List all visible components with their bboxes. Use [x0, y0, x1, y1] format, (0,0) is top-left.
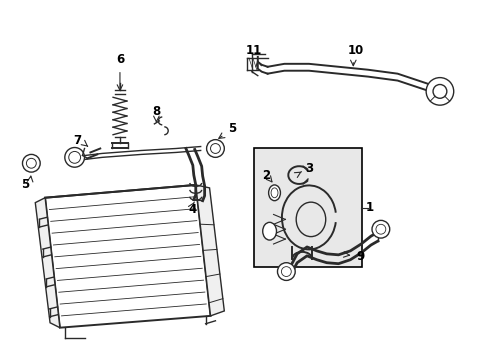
Circle shape: [371, 220, 389, 238]
Polygon shape: [35, 198, 60, 328]
Text: 5: 5: [21, 179, 29, 192]
Polygon shape: [45, 185, 210, 328]
Text: 5: 5: [227, 122, 236, 135]
Text: 9: 9: [355, 250, 364, 263]
Text: 10: 10: [347, 44, 364, 57]
Circle shape: [22, 154, 40, 172]
Circle shape: [432, 85, 446, 98]
Text: 4: 4: [188, 203, 197, 216]
Text: 8: 8: [152, 105, 160, 118]
Text: 6: 6: [116, 53, 124, 66]
Ellipse shape: [268, 185, 280, 201]
Text: 3: 3: [305, 162, 312, 175]
Circle shape: [425, 78, 453, 105]
Text: 7: 7: [73, 134, 81, 147]
Circle shape: [277, 263, 295, 280]
Bar: [253, 148, 362, 267]
Circle shape: [375, 224, 385, 234]
Text: 11: 11: [245, 44, 262, 57]
Circle shape: [26, 158, 36, 168]
Ellipse shape: [262, 222, 276, 240]
Circle shape: [69, 152, 81, 163]
Circle shape: [206, 140, 224, 157]
Circle shape: [281, 267, 291, 276]
Text: 1: 1: [365, 201, 373, 214]
Circle shape: [65, 148, 84, 167]
Text: 2: 2: [262, 168, 270, 181]
Ellipse shape: [270, 188, 277, 198]
Circle shape: [210, 144, 220, 153]
Polygon shape: [195, 185, 224, 316]
